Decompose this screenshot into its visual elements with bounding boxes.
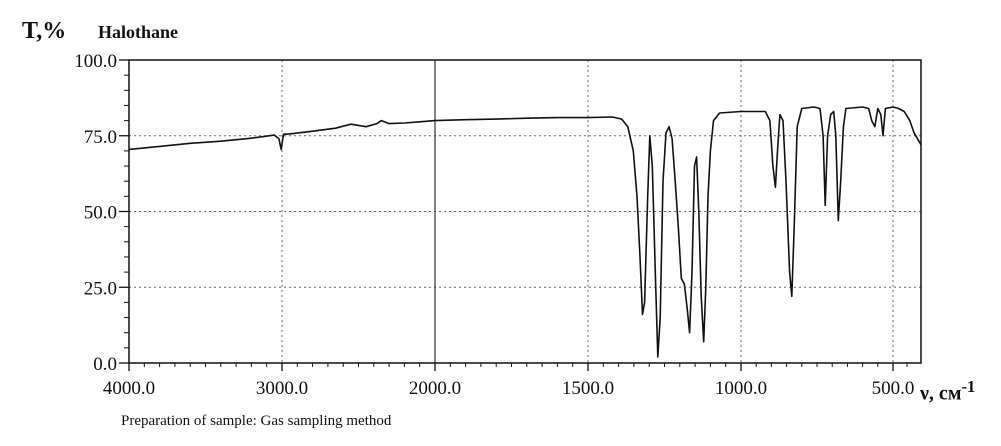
sample-preparation-note: Preparation of sample: Gas sampling meth… xyxy=(121,413,392,429)
y-tick-label: 0.0 xyxy=(93,354,117,375)
y-tick-label: 25.0 xyxy=(84,278,117,299)
spectrum-line xyxy=(128,106,922,358)
x-tick-label: 2000.0 xyxy=(409,378,461,399)
x-axis-label-text: ν, см xyxy=(920,382,962,405)
tick-label-layer: 0.0 25.0 50.0 75.0 100.0 4000.0 3000.0 2000.0 15… xyxy=(74,51,914,399)
x-tick-label: 4000.0 xyxy=(103,378,155,399)
x-tick-label: 1500.0 xyxy=(562,378,614,399)
x-tick-label: 500.0 xyxy=(872,378,915,399)
x-axis-label-sup: -1 xyxy=(961,377,976,396)
x-axis-label: ν, см-1 xyxy=(920,377,975,406)
x-tick-label: 1000.0 xyxy=(715,378,767,399)
chart-title: Halothane xyxy=(98,22,179,42)
y-tick-label: 75.0 xyxy=(84,127,117,148)
grid-layer xyxy=(129,60,921,363)
y-tick-label: 50.0 xyxy=(84,203,117,224)
y-tick-label: 100.0 xyxy=(74,51,117,72)
y-axis-label: T,% xyxy=(22,18,67,44)
x-tick-label: 3000.0 xyxy=(256,378,308,399)
tick-layer xyxy=(119,59,908,371)
